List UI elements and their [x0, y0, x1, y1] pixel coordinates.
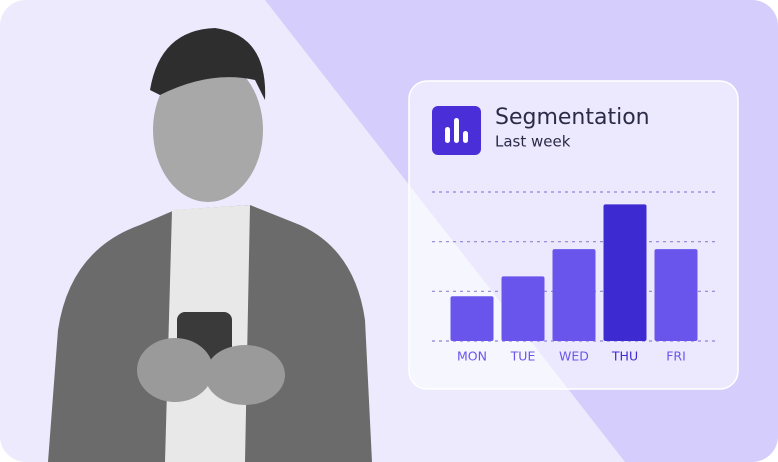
x-tick-label: WED: [559, 349, 589, 364]
person-photo: [48, 28, 372, 462]
bar: [603, 204, 647, 341]
x-tick-label: THU: [611, 349, 638, 364]
chart-title: Segmentation: [495, 105, 650, 130]
x-tick-label: TUE: [510, 349, 536, 364]
x-tick-label: MON: [457, 349, 487, 364]
bar: [501, 276, 545, 341]
x-tick-label: FRI: [666, 349, 686, 364]
chart-subtitle: Last week: [495, 133, 571, 151]
bar: [450, 296, 494, 341]
icon-bars: [445, 118, 468, 143]
bar: [552, 249, 596, 341]
bar: [654, 249, 698, 341]
